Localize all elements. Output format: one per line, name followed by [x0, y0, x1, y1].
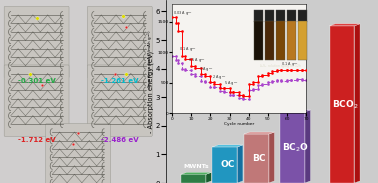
Polygon shape: [237, 145, 243, 183]
Text: BCO$_2$: BCO$_2$: [332, 98, 358, 111]
Bar: [254, 21, 262, 60]
Bar: [181, 174, 206, 183]
Polygon shape: [305, 110, 310, 183]
Polygon shape: [330, 24, 360, 26]
Bar: [298, 10, 307, 22]
Y-axis label: Specific capacity (mAh g$^{-1}$): Specific capacity (mAh g$^{-1}$): [146, 29, 156, 88]
Bar: [330, 26, 354, 183]
Bar: [276, 21, 285, 60]
Text: OC: OC: [220, 160, 235, 169]
Text: 0.5 A g$^{-1}$: 0.5 A g$^{-1}$: [188, 56, 206, 65]
Text: Li$_2$S$_6$ solution aging for 12h: Li$_2$S$_6$ solution aging for 12h: [259, 62, 302, 70]
Polygon shape: [244, 132, 274, 134]
Text: 0.1 A g$^{-1}$: 0.1 A g$^{-1}$: [179, 46, 197, 54]
Text: -0.301 eV: -0.301 eV: [18, 79, 56, 84]
Y-axis label: - Absorption energy (eV): - Absorption energy (eV): [148, 51, 154, 132]
FancyBboxPatch shape: [4, 65, 69, 136]
Bar: [265, 10, 274, 22]
Polygon shape: [206, 172, 211, 183]
Text: BC$_2$O: BC$_2$O: [282, 141, 309, 154]
Text: -1.261 eV: -1.261 eV: [101, 79, 138, 84]
Text: 0.03 A g$^{-1}$: 0.03 A g$^{-1}$: [173, 9, 193, 18]
Polygon shape: [181, 172, 211, 174]
Bar: [298, 21, 307, 60]
X-axis label: Cycle number: Cycle number: [224, 122, 254, 126]
Polygon shape: [280, 110, 310, 112]
Bar: [254, 10, 262, 22]
Text: BC: BC: [253, 154, 266, 163]
Polygon shape: [212, 145, 243, 147]
Bar: [287, 10, 296, 22]
FancyBboxPatch shape: [46, 124, 111, 183]
Text: 5 A g$^{-1}$: 5 A g$^{-1}$: [224, 79, 238, 88]
FancyBboxPatch shape: [87, 65, 152, 136]
Bar: [287, 21, 296, 60]
Bar: [265, 21, 274, 60]
Polygon shape: [354, 24, 360, 183]
Bar: [276, 10, 285, 22]
FancyBboxPatch shape: [87, 6, 152, 78]
Text: 0.1 A g$^{-1}$: 0.1 A g$^{-1}$: [281, 61, 299, 70]
Bar: [280, 112, 305, 183]
Polygon shape: [269, 132, 274, 183]
Bar: [244, 134, 269, 183]
Bar: [212, 147, 237, 183]
Text: -1.712 eV: -1.712 eV: [18, 137, 56, 143]
Text: 1 A g$^{-1}$: 1 A g$^{-1}$: [199, 65, 213, 74]
FancyBboxPatch shape: [4, 6, 69, 78]
Text: MWNTs: MWNTs: [183, 164, 209, 169]
Text: 2 A g$^{-1}$: 2 A g$^{-1}$: [212, 73, 227, 82]
Text: -2.486 eV: -2.486 eV: [101, 137, 139, 143]
